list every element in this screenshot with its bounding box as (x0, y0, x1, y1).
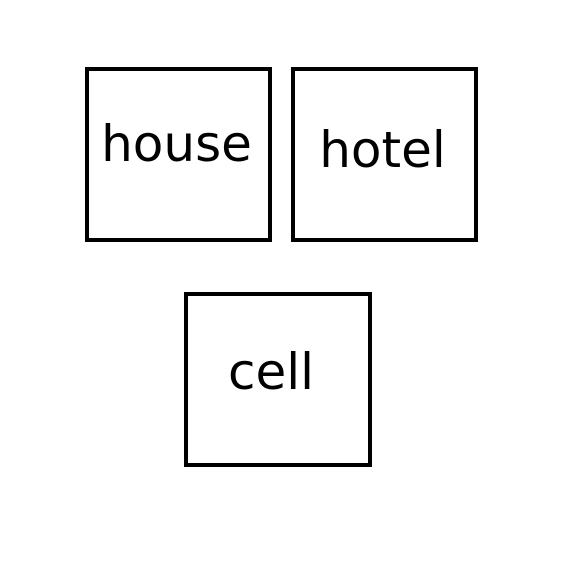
word-card-house: house (85, 67, 272, 242)
word-label-cell: cell (227, 343, 315, 401)
word-card-hotel: hotel (291, 67, 478, 242)
word-label-house: house (101, 115, 252, 173)
word-card-cell: cell (184, 292, 372, 467)
word-label-hotel: hotel (319, 121, 446, 179)
